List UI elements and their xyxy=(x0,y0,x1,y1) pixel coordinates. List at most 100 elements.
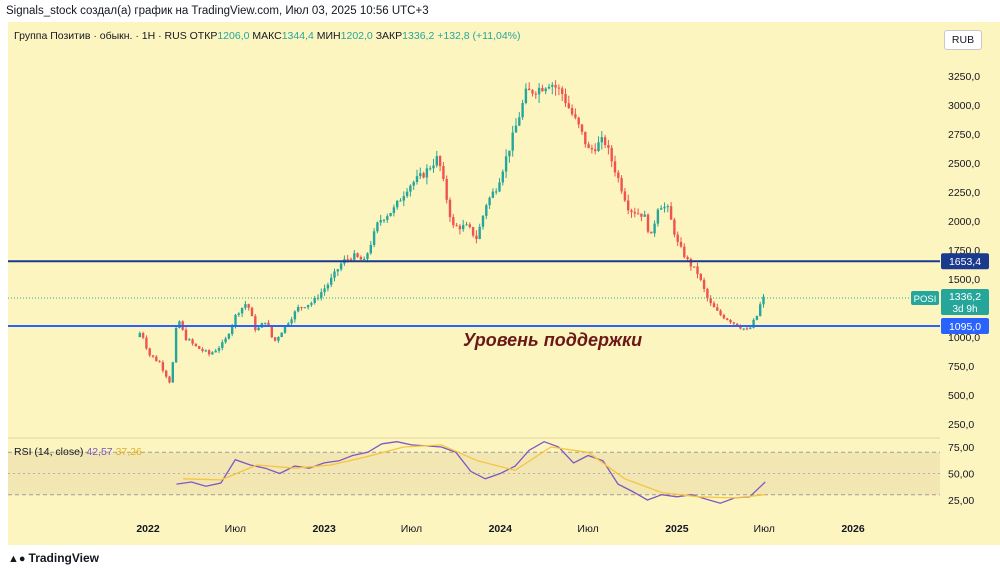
candle-body xyxy=(617,172,620,179)
candle-body xyxy=(683,246,686,258)
price-tick-label: 250,0 xyxy=(948,419,974,431)
time-tick-label: 2024 xyxy=(489,523,513,535)
candle-body xyxy=(626,200,630,211)
rsi-tick-label: 75,00 xyxy=(948,442,974,454)
candle-body xyxy=(471,227,475,236)
time-axis[interactable] xyxy=(8,517,1000,545)
candle-body xyxy=(554,84,557,88)
tradingview-logo[interactable]: ▲● TradingView xyxy=(8,551,99,565)
candle-body xyxy=(498,182,501,192)
candle-body xyxy=(240,307,244,314)
candle-body xyxy=(244,304,247,308)
symbol-legend: Группа Позитив · обыкн. · 1Н · RUS ОТКР1… xyxy=(14,30,521,42)
candle-body xyxy=(524,88,528,104)
candle-body xyxy=(762,296,765,305)
candle-body xyxy=(267,322,270,326)
level-high-badge: 1653,4 xyxy=(949,256,981,268)
candle-body xyxy=(141,333,145,338)
currency-button[interactable]: RUB xyxy=(944,30,982,50)
candle-body xyxy=(610,147,613,162)
candle-body xyxy=(346,259,349,261)
candle-body xyxy=(214,350,217,353)
candle-body xyxy=(415,176,419,182)
candle-body xyxy=(758,304,762,316)
candle-body xyxy=(356,253,359,257)
candle-body xyxy=(402,196,405,201)
candle-body xyxy=(574,114,577,118)
candle-body xyxy=(217,347,221,351)
price-tick-label: 2000,0 xyxy=(948,216,980,228)
candle-body xyxy=(237,313,240,315)
candle-body xyxy=(725,318,729,320)
candle-body xyxy=(534,93,537,95)
candle-body xyxy=(432,165,435,169)
candle-body xyxy=(567,103,570,109)
candle-body xyxy=(461,225,465,230)
candle-body xyxy=(570,108,574,115)
candle-body xyxy=(234,314,237,326)
candle-body xyxy=(296,306,300,312)
chart-pane[interactable] xyxy=(8,22,940,517)
candle-body xyxy=(290,319,293,324)
candle-body xyxy=(646,214,650,232)
candle-body xyxy=(376,222,379,232)
candle-body xyxy=(326,284,330,289)
candle-body xyxy=(303,307,306,309)
candle-body xyxy=(560,88,564,94)
legend-high-label: МАКС xyxy=(252,30,282,42)
candle-body xyxy=(155,356,158,362)
price-tick-label: 750,0 xyxy=(948,361,974,373)
candle-body xyxy=(587,144,590,149)
candle-body xyxy=(379,220,382,223)
candle-body xyxy=(283,325,287,333)
support-level-annotation[interactable]: Уровень поддержки xyxy=(463,330,643,350)
price-tick-label: 3000,0 xyxy=(948,100,980,112)
candle-body xyxy=(541,87,544,92)
candle-body xyxy=(201,348,204,351)
candle-body xyxy=(689,259,693,267)
candle-body xyxy=(372,231,376,245)
candle-body xyxy=(643,214,646,217)
candle-body xyxy=(313,297,316,303)
candle-body xyxy=(742,328,745,330)
candle-body xyxy=(590,148,594,150)
candle-body xyxy=(148,348,151,356)
candle-body xyxy=(221,342,224,348)
candle-body xyxy=(164,370,168,377)
candle-body xyxy=(633,212,636,214)
price-tick-label: 500,0 xyxy=(948,390,974,402)
price-tick-label: 2750,0 xyxy=(948,129,980,141)
candle-body xyxy=(735,323,739,327)
candle-body xyxy=(732,322,735,324)
candle-body xyxy=(412,181,415,186)
candle-body xyxy=(630,210,633,213)
candle-body xyxy=(263,322,267,324)
price-scale[interactable] xyxy=(940,22,1000,517)
candle-body xyxy=(745,328,749,330)
candle-body xyxy=(514,125,518,133)
rsi-label: RSI (14, close) xyxy=(14,446,84,458)
candle-body xyxy=(600,137,603,143)
candle-body xyxy=(755,315,759,320)
candle-body xyxy=(577,117,580,125)
ticker-badge: POSI xyxy=(914,294,937,305)
candle-body xyxy=(395,200,399,208)
candle-body xyxy=(359,256,363,260)
time-tick-label: 2022 xyxy=(136,523,160,535)
candle-body xyxy=(494,191,498,193)
candle-body xyxy=(729,319,732,323)
candle-body xyxy=(422,173,425,178)
candle-body xyxy=(676,234,679,242)
price-tick-label: 2250,0 xyxy=(948,187,980,199)
candle-body xyxy=(442,166,445,179)
attribution-text: Signals_stock создал(а) график на Tradin… xyxy=(6,5,429,17)
candle-body xyxy=(287,323,290,326)
time-tick-label: 2025 xyxy=(665,523,689,535)
logo-text: TradingView xyxy=(28,551,99,565)
footer-bar xyxy=(0,545,1000,573)
candle-body xyxy=(425,168,429,178)
time-tick-label: Июл xyxy=(577,523,598,535)
candle-body xyxy=(273,337,277,341)
